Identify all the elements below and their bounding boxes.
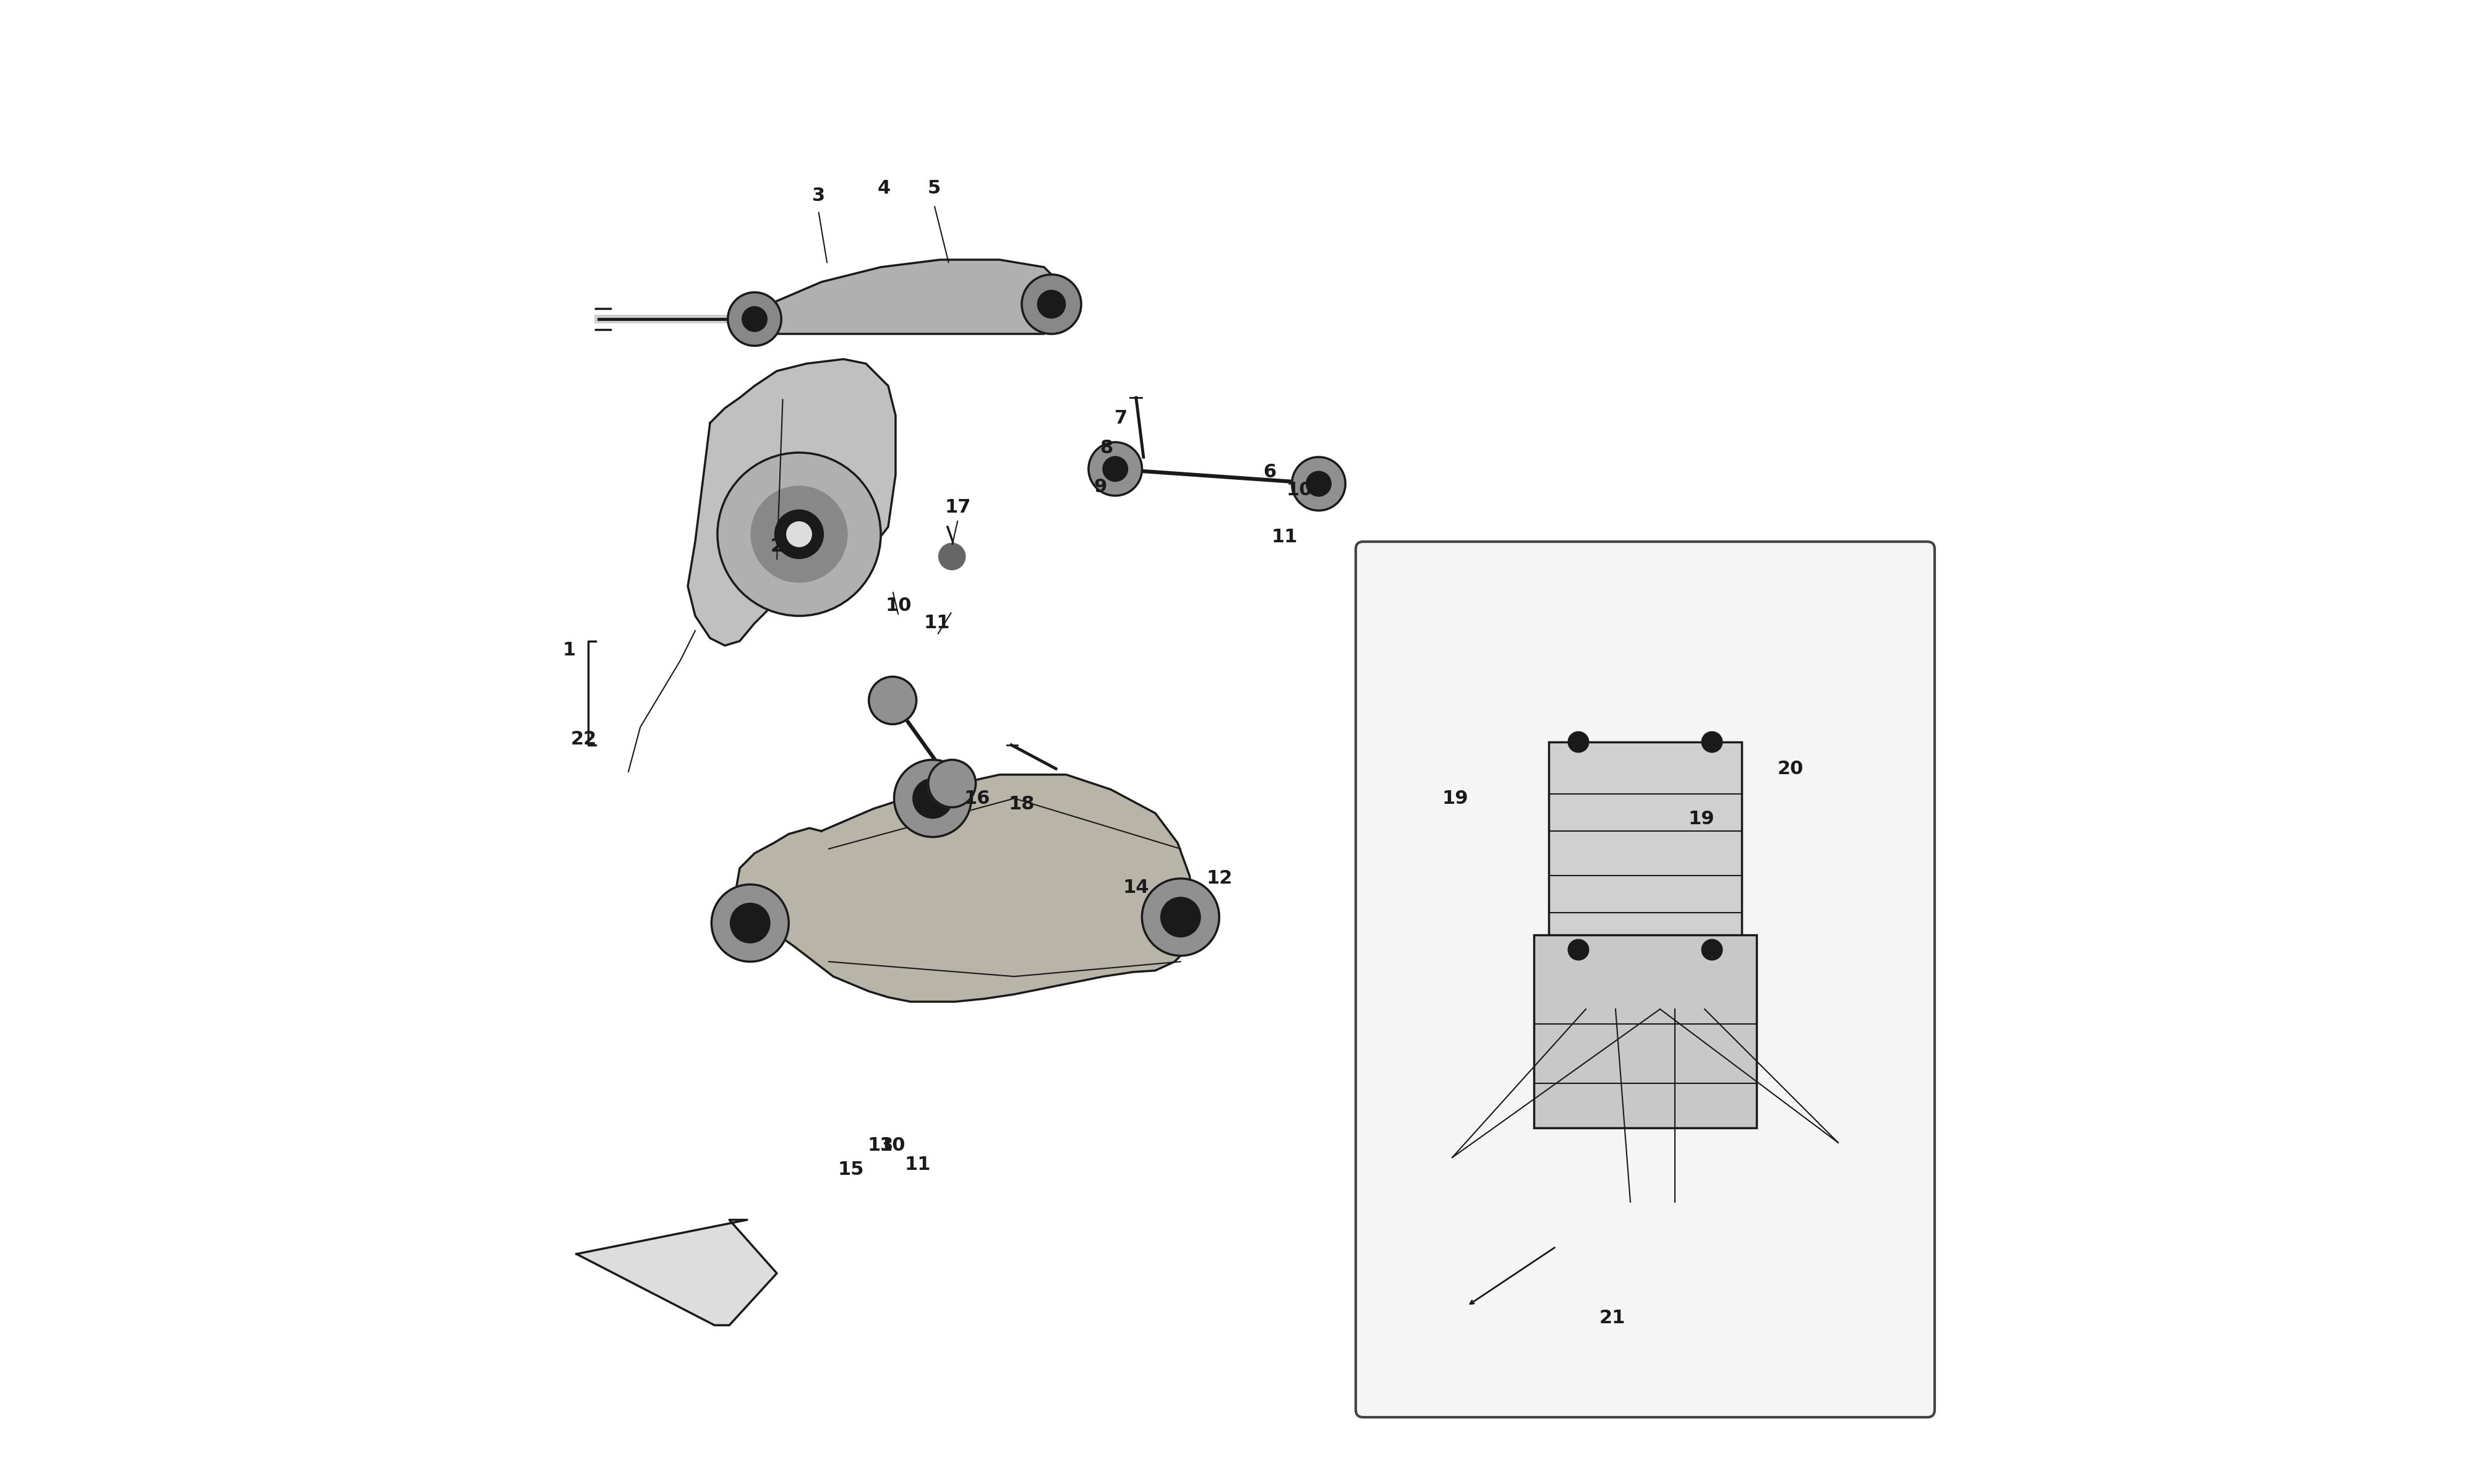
Circle shape <box>730 904 769 942</box>
Text: 22: 22 <box>571 730 596 748</box>
Text: 3: 3 <box>811 187 824 205</box>
Circle shape <box>1089 442 1143 496</box>
Text: 15: 15 <box>839 1160 863 1178</box>
Text: 20: 20 <box>1779 760 1804 778</box>
Text: 10: 10 <box>886 597 913 614</box>
Circle shape <box>913 779 952 818</box>
Circle shape <box>727 292 782 346</box>
Circle shape <box>752 487 846 582</box>
Circle shape <box>893 760 972 837</box>
Text: 11: 11 <box>923 614 950 632</box>
Text: 21: 21 <box>1601 1309 1625 1327</box>
Text: 5: 5 <box>928 180 940 197</box>
Text: 19: 19 <box>1442 789 1470 807</box>
Circle shape <box>868 677 915 724</box>
Text: 10: 10 <box>1286 481 1314 499</box>
Polygon shape <box>755 260 1066 334</box>
Circle shape <box>1103 457 1128 481</box>
Circle shape <box>1039 291 1064 318</box>
Polygon shape <box>576 1220 777 1325</box>
Circle shape <box>1306 472 1331 496</box>
Text: 11: 11 <box>905 1156 930 1174</box>
Text: 14: 14 <box>1123 879 1150 896</box>
Circle shape <box>1702 939 1722 960</box>
Circle shape <box>938 543 965 570</box>
Circle shape <box>1569 732 1588 752</box>
Circle shape <box>1702 732 1722 752</box>
Text: 19: 19 <box>1687 810 1714 828</box>
Text: 2: 2 <box>769 537 784 555</box>
Text: 6: 6 <box>1264 463 1277 481</box>
Circle shape <box>1569 939 1588 960</box>
Text: 4: 4 <box>878 180 891 197</box>
Polygon shape <box>735 775 1195 1002</box>
Circle shape <box>774 510 824 558</box>
Circle shape <box>713 884 789 962</box>
Circle shape <box>787 522 811 546</box>
Circle shape <box>1022 275 1081 334</box>
Text: 10: 10 <box>878 1137 905 1155</box>
Polygon shape <box>688 359 896 646</box>
Circle shape <box>717 453 881 616</box>
Text: 13: 13 <box>868 1137 893 1155</box>
Text: 18: 18 <box>1009 795 1034 813</box>
Text: 17: 17 <box>945 499 970 516</box>
Text: 8: 8 <box>1101 439 1113 457</box>
Text: 12: 12 <box>1207 870 1232 887</box>
Text: 1: 1 <box>562 641 576 659</box>
Text: 11: 11 <box>1272 528 1299 546</box>
FancyBboxPatch shape <box>1356 542 1935 1417</box>
Bar <box>1549 742 1742 950</box>
Circle shape <box>928 760 975 807</box>
Circle shape <box>742 307 767 331</box>
Text: 9: 9 <box>1094 478 1106 496</box>
Bar <box>1534 935 1757 1128</box>
Circle shape <box>1291 457 1346 510</box>
Text: 16: 16 <box>965 789 990 807</box>
Text: 7: 7 <box>1116 410 1128 427</box>
Circle shape <box>1143 879 1220 956</box>
Circle shape <box>1160 898 1200 936</box>
